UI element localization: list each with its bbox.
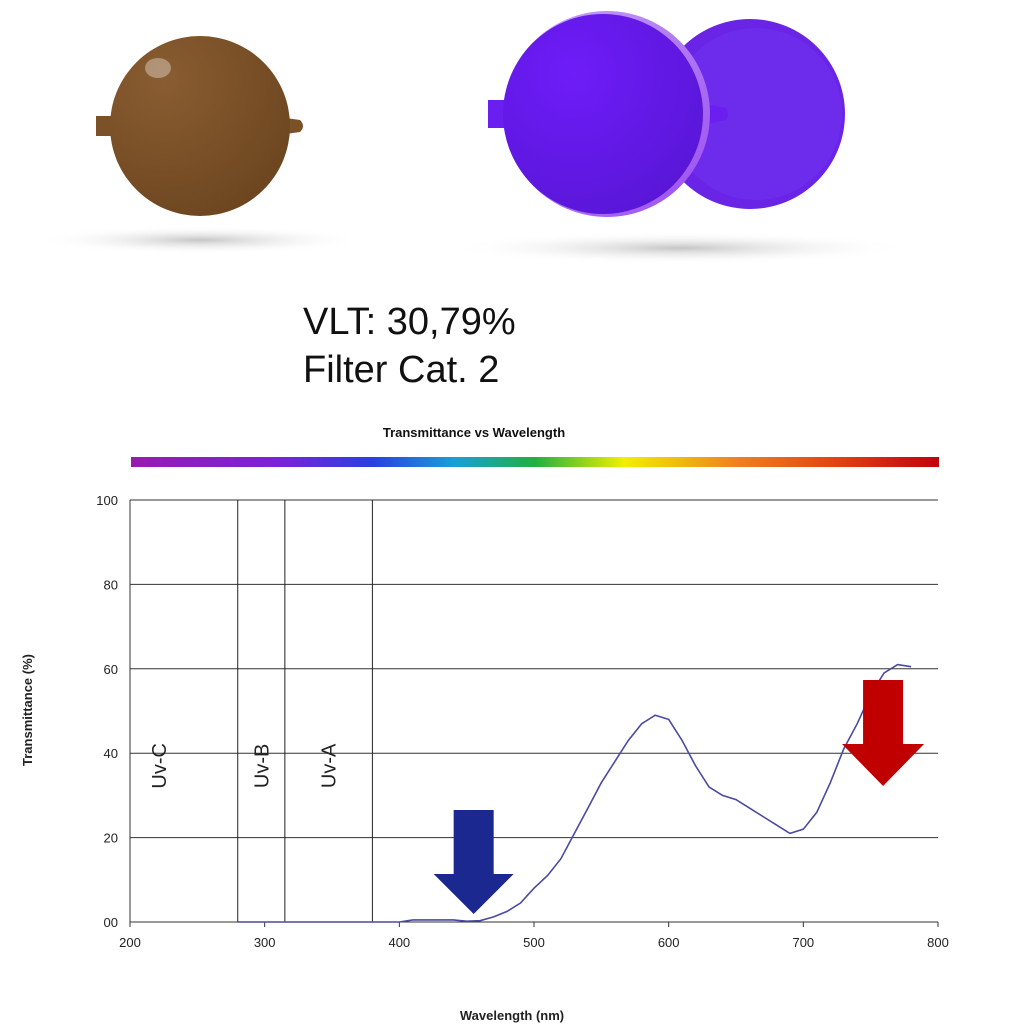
brown-lens xyxy=(35,36,365,254)
x-tick-label: 300 xyxy=(254,935,276,950)
x-tick-label: 800 xyxy=(927,935,949,950)
filter-category: Filter Cat. 2 xyxy=(303,349,500,391)
y-tick-label: 100 xyxy=(96,493,118,508)
axes: 00 20 40 60 80 100 200 300 400 500 600 700 800 xyxy=(96,493,949,950)
x-tick-label: 600 xyxy=(658,935,680,950)
uv-region-label: Uv-A xyxy=(319,743,341,788)
y-axis-label: Transmittance (%) xyxy=(20,654,35,766)
series-line-0 xyxy=(237,663,912,923)
uv-regions: Uv-C Uv-B Uv-A xyxy=(149,500,373,922)
y-tick-label: 20 xyxy=(104,831,118,846)
vlt-value: VLT: 30,79% xyxy=(303,301,516,343)
x-tick-label: 500 xyxy=(523,935,545,950)
lens-info: VLT: 30,79% Filter Cat. 2 xyxy=(303,298,516,394)
purple-lens-pair xyxy=(450,11,910,264)
lens-illustration xyxy=(35,11,910,264)
red-arrow xyxy=(842,680,925,786)
y-tick-label: 80 xyxy=(104,577,118,592)
arrows xyxy=(433,680,925,914)
x-tick-label: 400 xyxy=(388,935,410,950)
grid xyxy=(130,499,938,923)
y-tick-label: 00 xyxy=(104,915,118,930)
y-tick-label: 60 xyxy=(104,662,118,677)
x-tick-label: 700 xyxy=(792,935,814,950)
y-tick-label: 40 xyxy=(104,746,118,761)
x-tick-label: 200 xyxy=(119,935,141,950)
blue-arrow xyxy=(433,810,514,914)
spectrum-bar xyxy=(131,457,939,467)
series xyxy=(237,663,912,923)
x-axis-label: Wavelength (nm) xyxy=(460,1008,564,1023)
uv-region-label: Uv-C xyxy=(149,743,171,789)
transmittance-chart: Transmittance vs Wavelength Uv-C Uv-B Uv-A… xyxy=(20,425,949,1023)
uv-region-label: Uv-B xyxy=(251,744,273,788)
chart-title: Transmittance vs Wavelength xyxy=(383,425,565,440)
